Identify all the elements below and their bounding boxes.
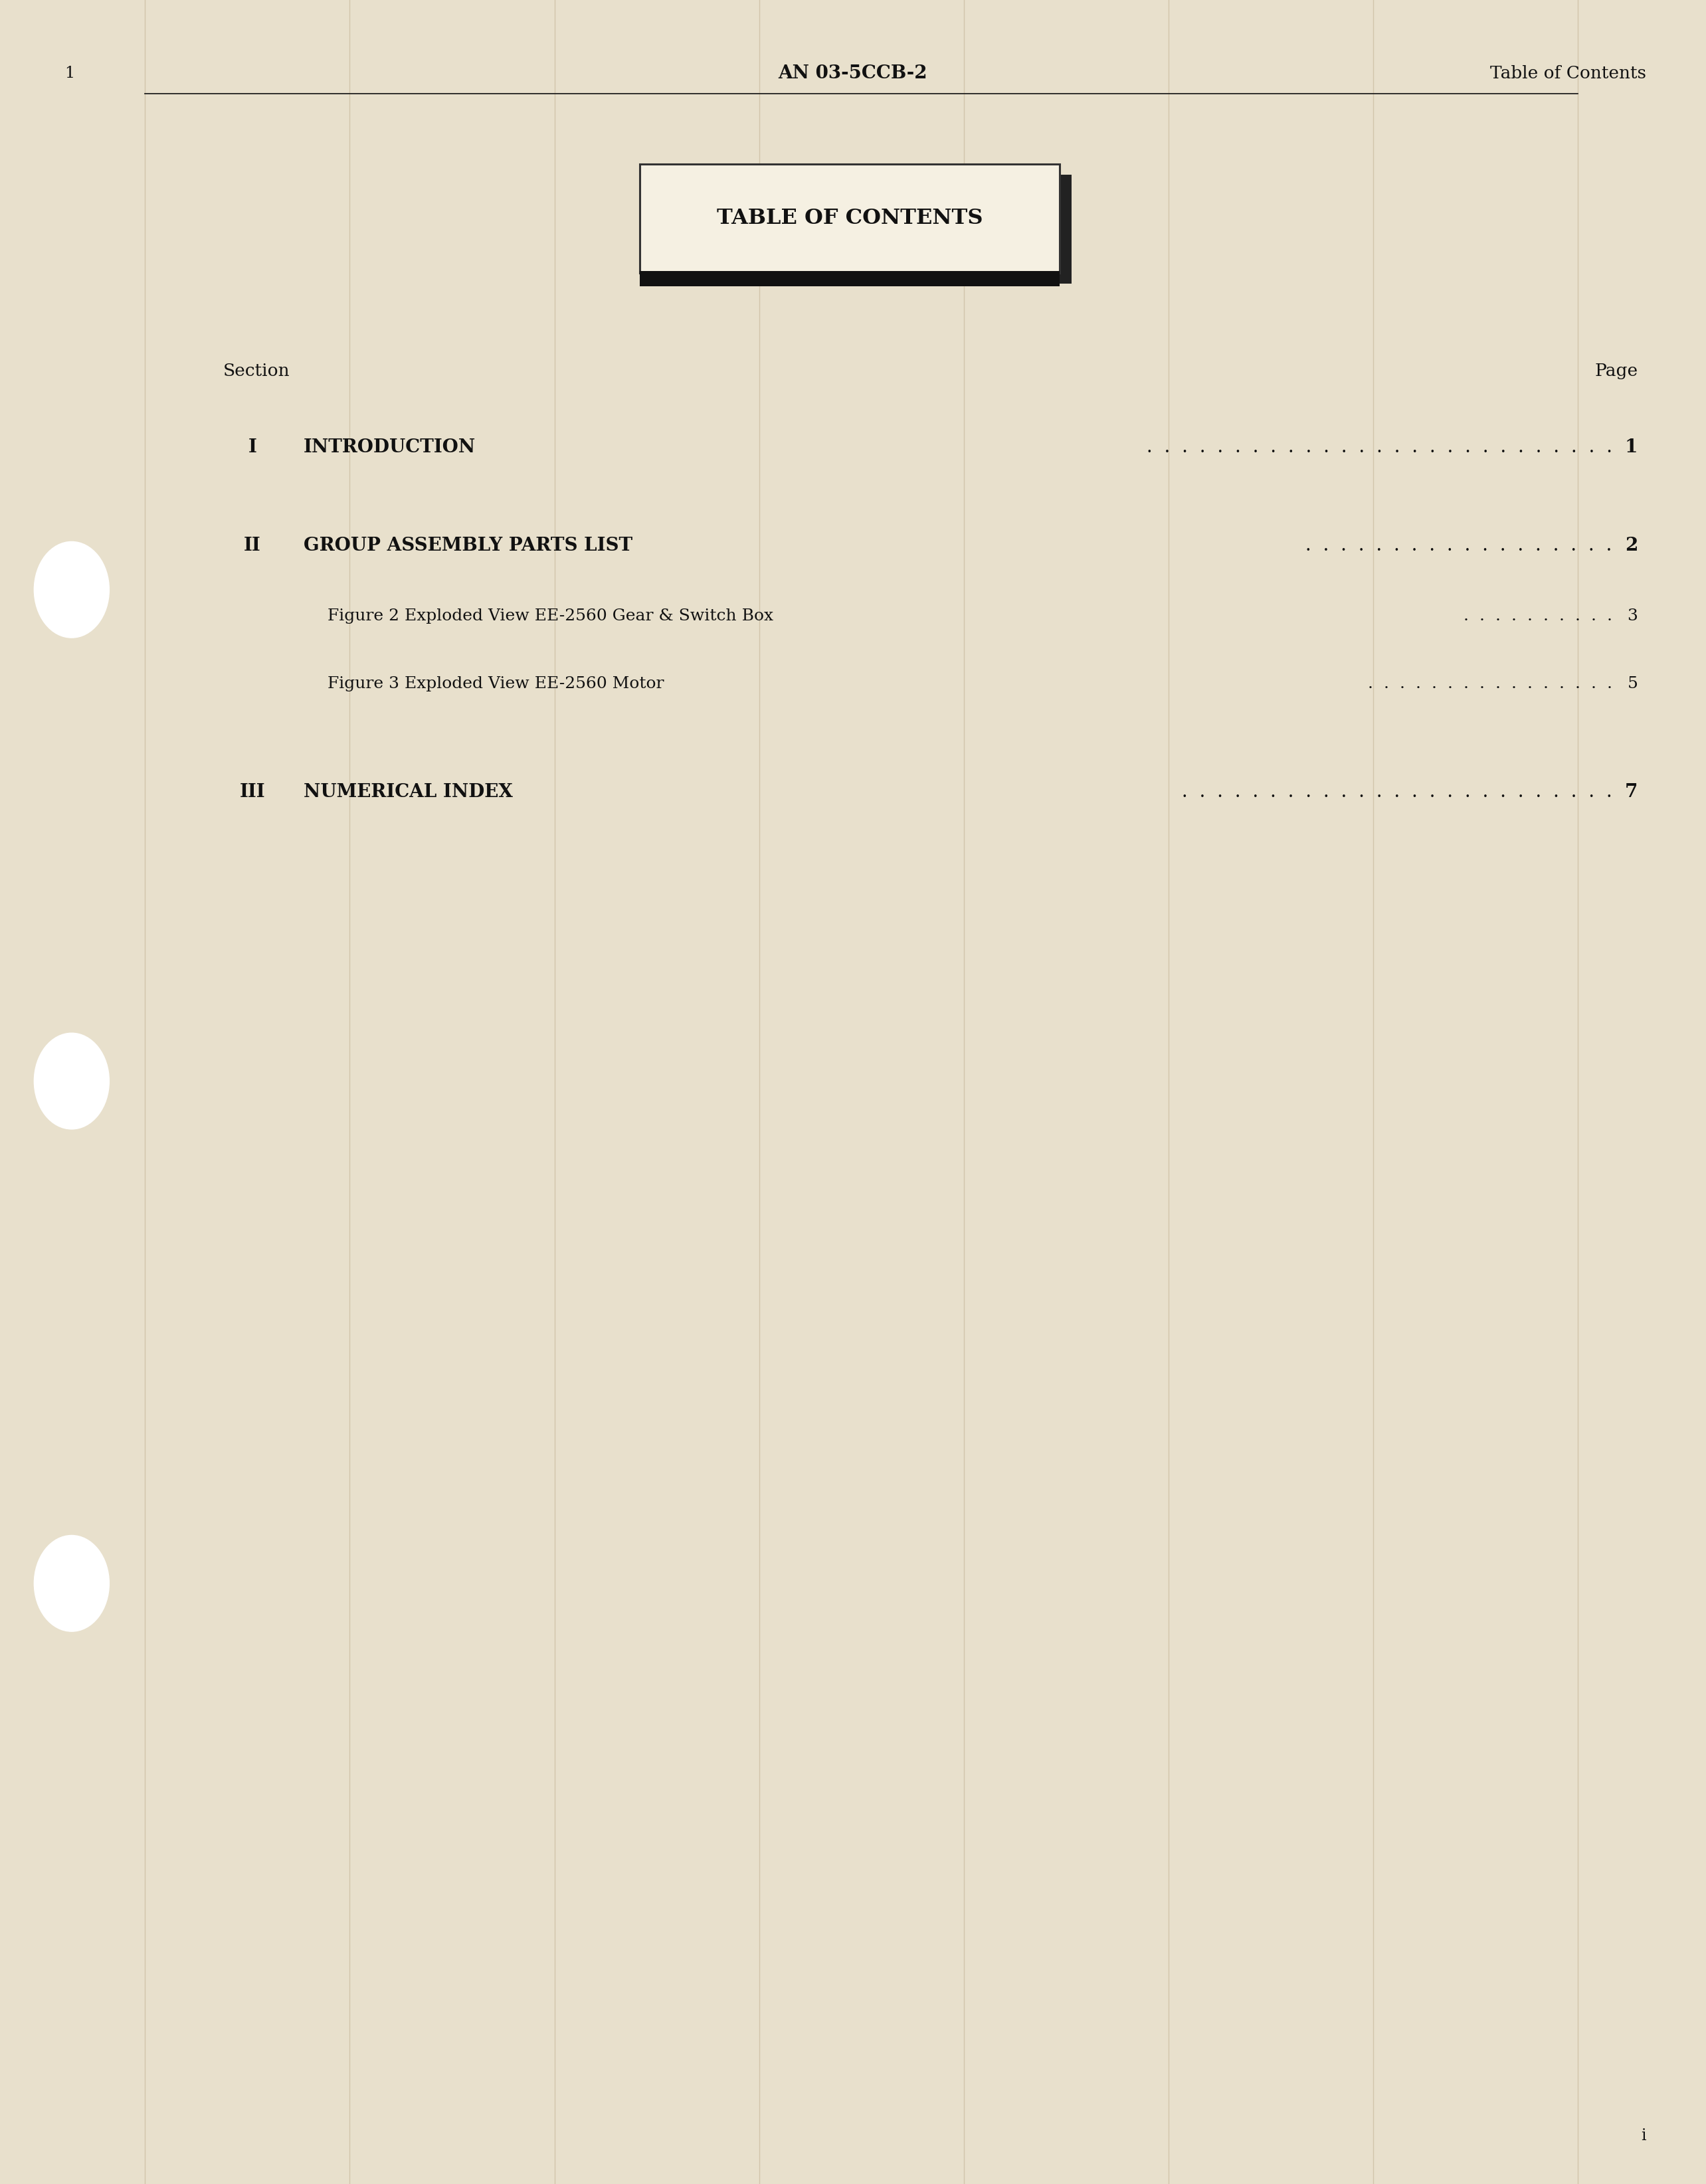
Text: 3: 3 bbox=[1628, 609, 1638, 625]
Bar bbox=[640, 164, 1059, 273]
Text: .  .  .  .  .  .  .  .  .  .: . . . . . . . . . . bbox=[1459, 609, 1612, 625]
Bar bbox=[640, 271, 1059, 286]
Text: .  .  .  .  .  .  .  .  .  .  .  .  .  .  .  .  .  .: . . . . . . . . . . . . . . . . . . bbox=[1300, 537, 1612, 555]
Text: Page: Page bbox=[1595, 363, 1638, 380]
Text: TABLE OF CONTENTS: TABLE OF CONTENTS bbox=[717, 207, 983, 229]
Text: II: II bbox=[244, 537, 261, 555]
Text: 1: 1 bbox=[65, 66, 75, 81]
Text: .  .  .  .  .  .  .  .  .  .  .  .  .  .  .  .  .  .  .  .  .  .  .  .  .: . . . . . . . . . . . . . . . . . . . . … bbox=[1175, 784, 1612, 802]
Text: 7: 7 bbox=[1624, 784, 1638, 802]
Text: AN 03-5CCB-2: AN 03-5CCB-2 bbox=[778, 63, 928, 83]
Text: 1: 1 bbox=[1624, 439, 1638, 456]
Circle shape bbox=[34, 1535, 109, 1631]
Text: i: i bbox=[1641, 2129, 1646, 2143]
Text: Figure 2 Exploded View EE-2560 Gear & Switch Box: Figure 2 Exploded View EE-2560 Gear & Sw… bbox=[328, 609, 773, 625]
Text: 2: 2 bbox=[1624, 537, 1638, 555]
Text: Figure 3 Exploded View EE-2560 Motor: Figure 3 Exploded View EE-2560 Motor bbox=[328, 677, 664, 692]
Circle shape bbox=[34, 1033, 109, 1129]
Text: NUMERICAL INDEX: NUMERICAL INDEX bbox=[304, 784, 514, 802]
Text: GROUP ASSEMBLY PARTS LIST: GROUP ASSEMBLY PARTS LIST bbox=[304, 537, 633, 555]
Text: INTRODUCTION: INTRODUCTION bbox=[304, 439, 476, 456]
Text: I: I bbox=[247, 439, 258, 456]
Text: 5: 5 bbox=[1628, 677, 1638, 692]
Text: .  .  .  .  .  .  .  .  .  .  .  .  .  .  .  .  .  .  .  .  .  .  .  .  .  .  .: . . . . . . . . . . . . . . . . . . . . … bbox=[1141, 439, 1612, 456]
Bar bbox=[652, 175, 1071, 284]
Text: Table of Contents: Table of Contents bbox=[1489, 66, 1646, 81]
Text: .  .  .  .  .  .  .  .  .  .  .  .  .  .  .  .: . . . . . . . . . . . . . . . . bbox=[1363, 677, 1612, 692]
Text: Section: Section bbox=[223, 363, 290, 380]
Text: III: III bbox=[239, 784, 266, 802]
Circle shape bbox=[34, 542, 109, 638]
